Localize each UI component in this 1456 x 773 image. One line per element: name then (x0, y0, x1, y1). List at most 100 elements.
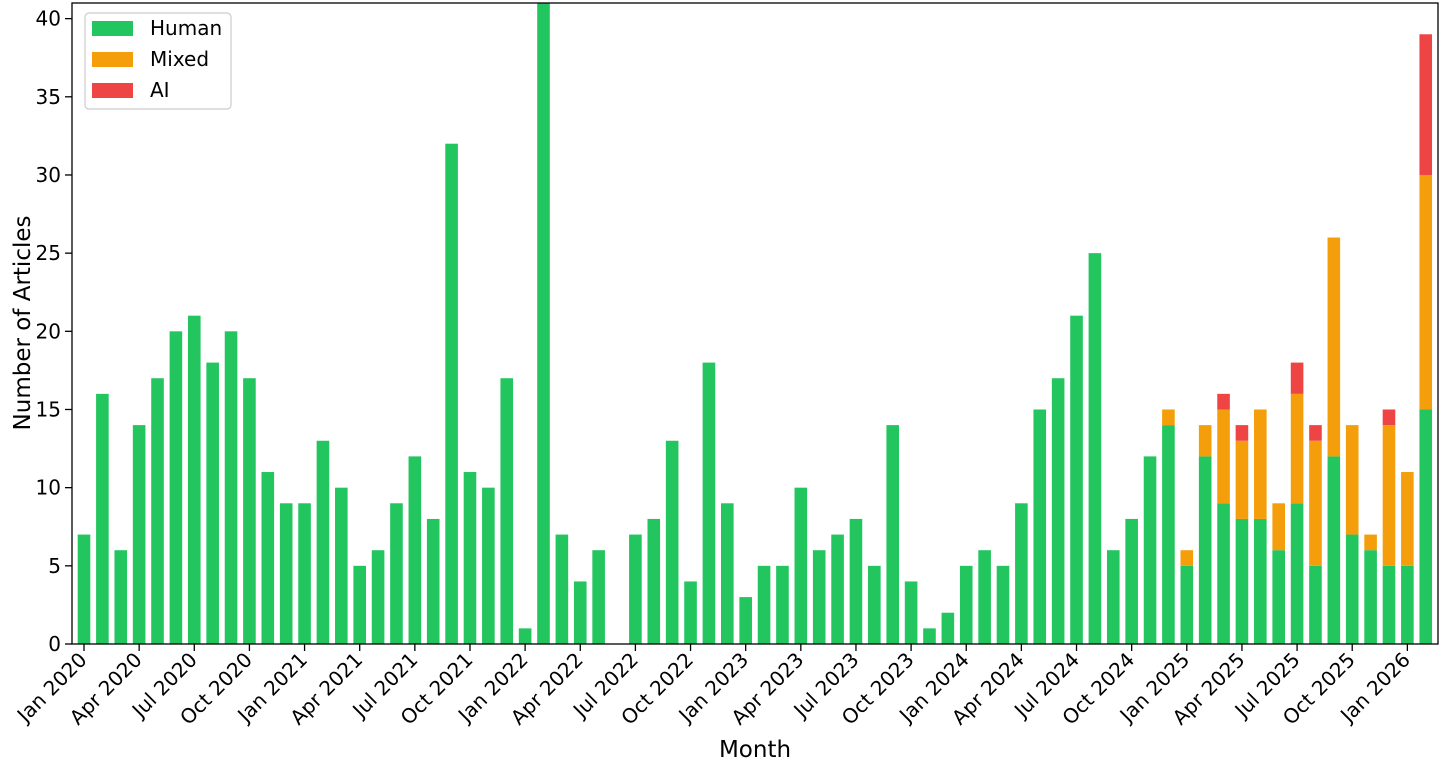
bar-human-2022-07 (629, 534, 642, 644)
bar-human-2022-11 (702, 362, 716, 644)
bar-human-2023-08 (868, 565, 881, 644)
y-tick-label: 25 (36, 241, 61, 265)
bar-human-2023-02 (757, 565, 771, 644)
bar-human-2024-04 (1015, 503, 1028, 644)
bar-mixed-2025-01 (1180, 550, 1194, 566)
legend-label-human: Human (150, 16, 222, 40)
plot-frame (71, 2, 1439, 645)
bar-mixed-2025-11 (1364, 534, 1377, 551)
bar-mixed-2025-08 (1309, 440, 1322, 566)
bar-human-2021-12 (500, 378, 514, 644)
bar-human-2020-03 (114, 550, 128, 644)
bar-human-2024-09 (1106, 550, 1120, 644)
bar-ai-2025-12 (1382, 409, 1396, 426)
bar-human-2024-11 (1143, 456, 1157, 644)
bar-human-2023-11 (923, 628, 936, 644)
bar-ai-2025-03 (1217, 393, 1230, 410)
y-tick-label: 40 (36, 7, 61, 31)
bar-human-2022-01 (518, 628, 532, 644)
bar-human-2025-07 (1290, 503, 1304, 644)
bar-ai-2026-02 (1419, 34, 1433, 175)
bar-human-2020-02 (96, 393, 109, 644)
bar-mixed-2025-09 (1327, 237, 1341, 457)
bar-human-2023-12 (941, 612, 955, 644)
bar-mixed-2025-06 (1272, 503, 1285, 551)
legend-swatch-human (92, 21, 133, 36)
bar-human-2022-02 (537, 3, 550, 644)
bar-human-2025-01 (1180, 565, 1194, 644)
bar-human-2023-04 (794, 487, 808, 644)
bar-mixed-2025-04 (1235, 440, 1249, 519)
bar-human-2024-01 (959, 565, 973, 644)
bar-human-2021-01 (298, 503, 311, 644)
y-tick-label: 5 (48, 554, 61, 578)
bar-human-2020-07 (187, 315, 201, 644)
bar-human-2026-02 (1419, 409, 1433, 644)
y-tick-label: 0 (48, 632, 61, 656)
bar-human-2020-04 (132, 425, 146, 644)
bar-human-2022-04 (573, 581, 587, 644)
bar-human-2021-04 (353, 565, 366, 644)
bar-human-2022-12 (721, 503, 734, 644)
bar-mixed-2025-05 (1254, 409, 1267, 519)
bar-human-2021-11 (482, 487, 495, 644)
bars-layer (77, 3, 1433, 644)
bar-mixed-2025-03 (1217, 409, 1230, 504)
bar-human-2025-03 (1217, 503, 1230, 644)
bar-mixed-2025-02 (1198, 425, 1212, 457)
bar-human-2023-05 (812, 550, 826, 644)
bar-human-2024-10 (1125, 518, 1138, 644)
bar-human-2021-08 (426, 518, 440, 644)
bar-human-2024-02 (978, 550, 991, 644)
legend-label-ai: AI (150, 78, 170, 102)
bar-human-2020-09 (224, 331, 238, 644)
bar-ai-2025-08 (1309, 425, 1322, 441)
bar-human-2020-06 (169, 331, 183, 644)
bar-human-2025-05 (1254, 518, 1267, 644)
bar-human-2023-03 (776, 565, 789, 644)
bar-human-2025-02 (1198, 456, 1212, 644)
bar-mixed-2026-01 (1401, 472, 1414, 566)
bar-mixed-2025-12 (1382, 425, 1396, 566)
bar-human-2020-10 (243, 378, 256, 644)
bar-human-2024-06 (1051, 378, 1065, 644)
y-tick-label: 30 (36, 163, 61, 187)
bar-human-2021-05 (371, 550, 385, 644)
bar-human-2025-10 (1345, 534, 1359, 644)
bar-human-2023-06 (831, 534, 844, 644)
bar-mixed-2024-12 (1162, 409, 1175, 426)
bar-human-2024-03 (996, 565, 1010, 644)
bar-human-2024-07 (1070, 315, 1083, 644)
bar-human-2022-05 (592, 550, 605, 644)
bar-human-2025-12 (1382, 565, 1396, 644)
bar-mixed-2025-10 (1345, 425, 1359, 535)
y-tick-label: 20 (36, 319, 61, 343)
y-tick-label: 35 (36, 85, 61, 109)
bar-mixed-2025-07 (1290, 393, 1304, 504)
y-axis: 0 5 10 15 20 25 30 35 40 (36, 7, 72, 656)
bar-human-2024-05 (1033, 409, 1047, 644)
bar-human-2022-08 (647, 518, 661, 644)
bar-human-2024-12 (1162, 425, 1175, 644)
bar-human-2020-08 (206, 362, 219, 644)
bar-human-2025-04 (1235, 518, 1249, 644)
bar-human-2025-06 (1272, 550, 1285, 644)
bar-human-2020-01 (77, 534, 91, 644)
bar-human-2021-06 (390, 503, 403, 644)
bar-human-2023-10 (904, 581, 918, 644)
bar-ai-2025-04 (1235, 425, 1249, 441)
bar-human-2023-07 (849, 518, 863, 644)
bar-human-2022-10 (684, 581, 697, 644)
bar-human-2021-09 (445, 143, 458, 644)
legend-label-mixed: Mixed (150, 47, 209, 71)
bar-human-2020-12 (279, 503, 293, 644)
bar-human-2021-03 (335, 487, 348, 644)
bar-human-2022-09 (665, 440, 679, 644)
bar-human-2025-08 (1309, 565, 1322, 644)
bar-human-2021-02 (316, 440, 330, 644)
bar-human-2022-03 (555, 534, 569, 644)
bar-human-2024-08 (1088, 253, 1102, 644)
y-axis-label: Number of Articles (10, 216, 36, 431)
